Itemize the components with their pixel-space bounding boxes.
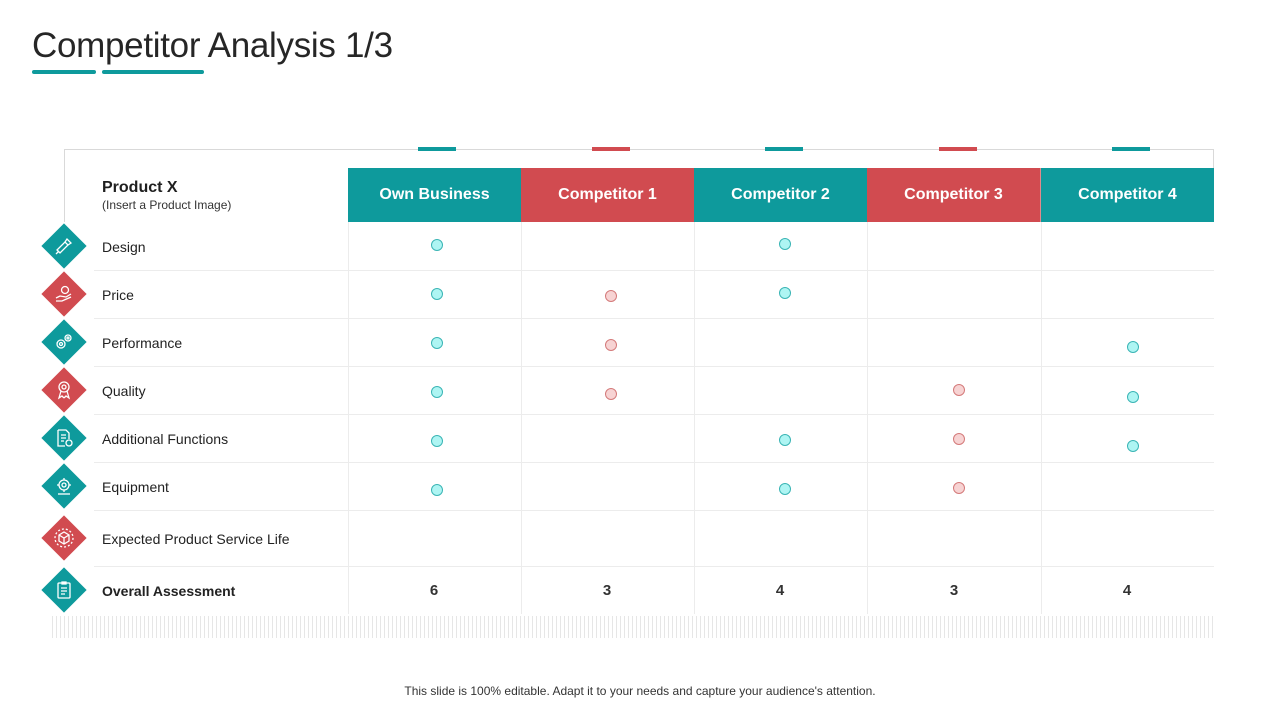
document-add-icon — [41, 415, 87, 461]
mark-additional-functions-competitor-2 — [779, 434, 791, 446]
row-label-design: Design — [102, 239, 146, 255]
column-divider — [521, 222, 522, 614]
mark-additional-functions-own-business — [431, 435, 443, 447]
column-accent — [1112, 147, 1150, 151]
equipment-gear-icon — [41, 463, 87, 509]
row-divider — [94, 318, 1214, 319]
row-label-expected-service-life: Expected Product Service Life — [102, 531, 290, 547]
mark-quality-competitor-4 — [1127, 391, 1139, 403]
overall-score-competitor-3: 3 — [949, 582, 959, 599]
row-divider — [94, 566, 1214, 567]
mark-price-competitor-1 — [605, 290, 617, 302]
award-ribbon-icon — [41, 367, 87, 413]
mark-additional-functions-competitor-4 — [1127, 440, 1139, 452]
column-accent — [765, 147, 803, 151]
gears-icon — [41, 319, 87, 365]
table-frame-top — [64, 149, 1214, 150]
row-label-price: Price — [102, 287, 134, 303]
overall-score-own-business: 6 — [429, 582, 439, 599]
product-image-placeholder-text: (Insert a Product Image) — [102, 198, 232, 212]
row-divider — [94, 510, 1214, 511]
mark-price-own-business — [431, 288, 443, 300]
mark-equipment-competitor-2 — [779, 483, 791, 495]
column-divider — [867, 222, 868, 614]
product-name: Product X — [102, 179, 178, 196]
title-underline — [32, 70, 96, 74]
mark-design-own-business — [431, 239, 443, 251]
mark-price-competitor-2 — [779, 287, 791, 299]
mark-performance-own-business — [431, 337, 443, 349]
table-base-hatch — [52, 616, 1214, 638]
column-divider — [1041, 222, 1042, 614]
mark-quality-own-business — [431, 386, 443, 398]
overall-score-competitor-1: 3 — [602, 582, 612, 599]
column-header-competitor-2: Competitor 2 — [694, 168, 868, 222]
overall-score-competitor-4: 4 — [1122, 582, 1132, 599]
column-accent — [592, 147, 630, 151]
table-frame-right — [1213, 149, 1214, 169]
row-divider — [94, 462, 1214, 463]
column-header-competitor-1: Competitor 1 — [521, 168, 695, 222]
mark-equipment-competitor-3 — [953, 482, 965, 494]
row-divider — [94, 414, 1214, 415]
footer-note: This slide is 100% editable. Adapt it to… — [404, 684, 876, 698]
mark-quality-competitor-3 — [953, 384, 965, 396]
box-lifecycle-icon — [41, 515, 87, 561]
column-accent — [418, 147, 456, 151]
design-icon — [41, 223, 87, 269]
row-label-overall-assessment: Overall Assessment — [102, 583, 236, 599]
row-label-equipment: Equipment — [102, 479, 169, 495]
table-frame-left — [64, 149, 65, 222]
page-title: Competitor Analysis 1/3 — [32, 26, 393, 65]
row-label-performance: Performance — [102, 335, 183, 351]
overall-score-competitor-2: 4 — [775, 582, 785, 599]
column-header-competitor-4: Competitor 4 — [1041, 168, 1214, 222]
title-underline — [102, 70, 204, 74]
mark-design-competitor-2 — [779, 238, 791, 250]
price-hand-icon — [41, 271, 87, 317]
row-label-quality: Quality — [102, 383, 146, 399]
mark-additional-functions-competitor-3 — [953, 433, 965, 445]
column-header-competitor-3: Competitor 3 — [867, 168, 1041, 222]
row-divider — [94, 270, 1214, 271]
row-divider — [94, 366, 1214, 367]
mark-performance-competitor-1 — [605, 339, 617, 351]
column-divider — [348, 222, 349, 614]
row-label-additional-functions: Additional Functions — [102, 431, 229, 447]
column-accent — [939, 147, 977, 151]
mark-quality-competitor-1 — [605, 388, 617, 400]
clipboard-checklist-icon — [41, 567, 87, 613]
mark-equipment-own-business — [431, 484, 443, 496]
column-divider — [694, 222, 695, 614]
mark-performance-competitor-4 — [1127, 341, 1139, 353]
column-header-own-business: Own Business — [348, 168, 522, 222]
